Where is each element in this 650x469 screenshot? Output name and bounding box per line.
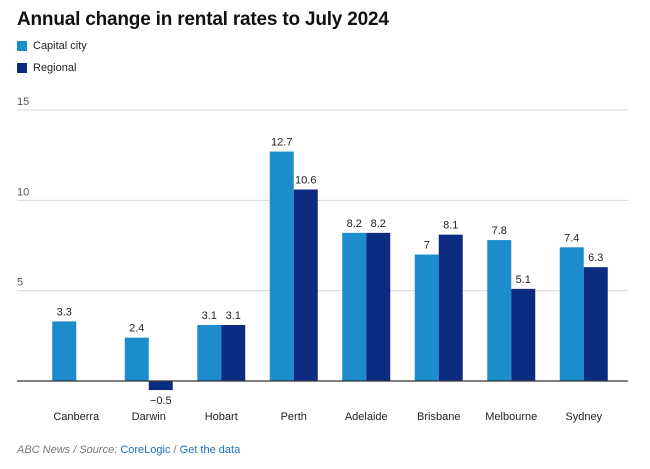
data-label-darwin-capital: 2.4 xyxy=(129,323,144,335)
x-tick-label-canberra: Canberra xyxy=(53,411,100,423)
data-label-brisbane-regional: 8.1 xyxy=(443,220,458,232)
legend-item-regional: Regional xyxy=(17,62,76,74)
x-tick-label-melbourne: Melbourne xyxy=(485,411,537,423)
bar-hobart-capital xyxy=(197,324,222,381)
x-tick-label-brisbane: Brisbane xyxy=(417,411,460,423)
get-the-data-link[interactable]: Get the data xyxy=(179,444,241,456)
bar-melbourne-regional xyxy=(511,288,536,381)
y-tick-label-15: 15 xyxy=(17,96,29,108)
source-link[interactable]: CoreLogic xyxy=(120,444,171,456)
legend-item-capital-city: Capital city xyxy=(17,40,87,52)
bar-darwin-capital xyxy=(124,337,149,381)
bar-sydney-regional xyxy=(583,267,608,381)
bar-adelaide-capital xyxy=(342,232,367,381)
footer-separator: / xyxy=(170,444,180,456)
data-label-sydney-capital: 7.4 xyxy=(564,232,579,244)
legend-swatch-capital-city xyxy=(17,41,27,51)
bar-canberra-capital xyxy=(52,321,77,381)
data-label-canberra-capital: 3.3 xyxy=(57,306,72,318)
chart-footer: ABC News / Source: CoreLogic / Get the d… xyxy=(17,444,240,456)
data-label-darwin-regional: −0.5 xyxy=(150,395,172,407)
data-label-perth-capital: 12.7 xyxy=(271,137,292,149)
data-label-adelaide-capital: 8.2 xyxy=(347,218,362,230)
bar-melbourne-capital xyxy=(487,240,512,381)
data-label-hobart-capital: 3.1 xyxy=(202,310,217,322)
legend-label-regional: Regional xyxy=(33,62,77,74)
bar-hobart-regional xyxy=(221,324,246,381)
data-label-hobart-regional: 3.1 xyxy=(226,310,241,322)
bar-darwin-regional xyxy=(148,381,173,391)
data-label-sydney-regional: 6.3 xyxy=(588,252,603,264)
bar-perth-capital xyxy=(269,151,294,381)
data-label-melbourne-capital: 7.8 xyxy=(492,225,507,237)
data-label-melbourne-regional: 5.1 xyxy=(516,274,531,286)
x-tick-label-darwin: Darwin xyxy=(132,411,166,423)
bar-perth-regional xyxy=(293,189,318,381)
bar-adelaide-regional xyxy=(366,232,391,381)
chart-title: Annual change in rental rates to July 20… xyxy=(17,9,389,30)
data-label-adelaide-regional: 8.2 xyxy=(371,218,386,230)
data-label-brisbane-capital: 7 xyxy=(424,240,430,252)
x-tick-label-sydney: Sydney xyxy=(565,411,602,423)
data-label-perth-regional: 10.6 xyxy=(295,174,316,186)
source-prefix: ABC News / Source: xyxy=(17,444,121,456)
x-tick-label-perth: Perth xyxy=(281,411,307,423)
x-tick-label-adelaide: Adelaide xyxy=(345,411,388,423)
bar-brisbane-regional xyxy=(438,234,463,381)
x-tick-label-hobart: Hobart xyxy=(205,411,238,423)
legend-label-capital-city: Capital city xyxy=(33,40,87,52)
legend-swatch-regional xyxy=(17,63,27,73)
bar-brisbane-capital xyxy=(414,254,439,381)
y-tick-label-10: 10 xyxy=(17,186,29,198)
y-tick-label-5: 5 xyxy=(17,277,23,289)
bar-sydney-capital xyxy=(559,247,584,381)
